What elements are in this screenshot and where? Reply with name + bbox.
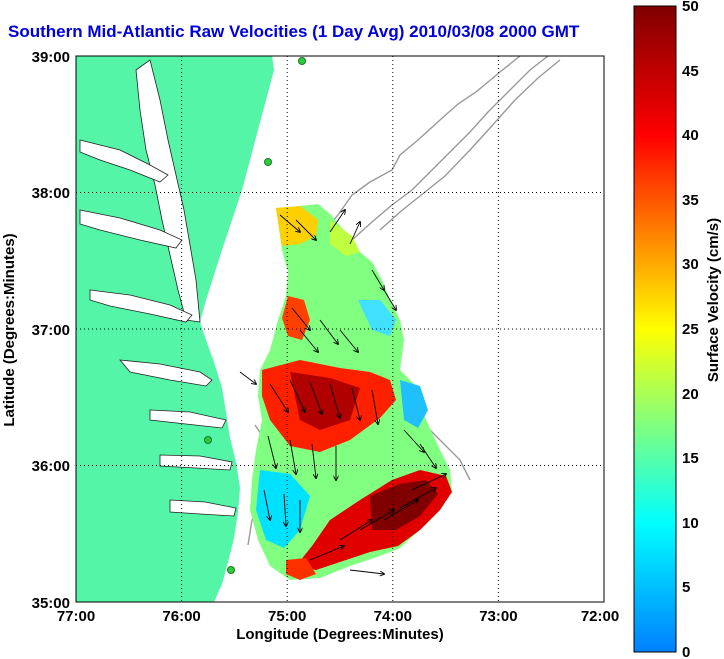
y-axis-label: Latitude (Degrees:Minutes) bbox=[1, 233, 18, 426]
plot-frame bbox=[75, 55, 605, 603]
colorbar bbox=[633, 5, 677, 653]
colorbar-tick-label: 50 bbox=[682, 0, 699, 15]
colorbar-tick-label: 0 bbox=[682, 644, 690, 659]
grid-lines bbox=[76, 56, 604, 602]
y-tick-label: 38:00 bbox=[32, 185, 70, 202]
colorbar-tick-label: 35 bbox=[682, 192, 699, 209]
y-tick-label: 36:00 bbox=[32, 458, 70, 475]
x-tick-label: 72:00 bbox=[581, 608, 619, 625]
colorbar-tick-label: 45 bbox=[682, 63, 699, 80]
x-tick-label: 73:00 bbox=[479, 608, 517, 625]
velocity-field bbox=[250, 204, 452, 580]
x-tick-label: 75:00 bbox=[268, 608, 306, 625]
x-tick-label: 74:00 bbox=[374, 608, 412, 625]
colorbar-ticks: 50 45 40 35 30 25 20 15 10 5 0 bbox=[682, 0, 699, 659]
x-tick-labels: 77:00 76:00 75:00 74:00 73:00 72:00 bbox=[57, 608, 619, 625]
colorbar-tick-label: 10 bbox=[682, 515, 699, 532]
y-tick-label: 35:00 bbox=[32, 595, 70, 612]
radar-stations bbox=[204, 57, 306, 574]
colorbar-label: Surface Velocity (cm/s) bbox=[705, 218, 722, 382]
velocity-vectors bbox=[239, 210, 446, 574]
colorbar-tick-label: 20 bbox=[682, 386, 699, 403]
chesapeake-bay bbox=[79, 59, 237, 517]
x-axis-label: Longitude (Degrees:Minutes) bbox=[236, 626, 444, 643]
map-title: Southern Mid-Atlantic Raw Velocities (1 … bbox=[8, 22, 580, 41]
y-tick-label: 39:00 bbox=[32, 49, 70, 66]
y-tick-label: 37:00 bbox=[32, 322, 70, 339]
x-tick-label: 76:00 bbox=[162, 608, 200, 625]
colorbar-tick-label: 30 bbox=[682, 256, 699, 273]
colorbar-tick-label: 40 bbox=[682, 127, 699, 144]
colorbar-tick-label: 5 bbox=[682, 579, 690, 596]
colorbar-tick-label: 15 bbox=[682, 450, 699, 467]
colorbar-tick-label: 25 bbox=[682, 321, 699, 338]
x-tick-label: 77:00 bbox=[57, 608, 95, 625]
y-tick-labels: 39:00 38:00 37:00 36:00 35:00 bbox=[32, 49, 70, 612]
